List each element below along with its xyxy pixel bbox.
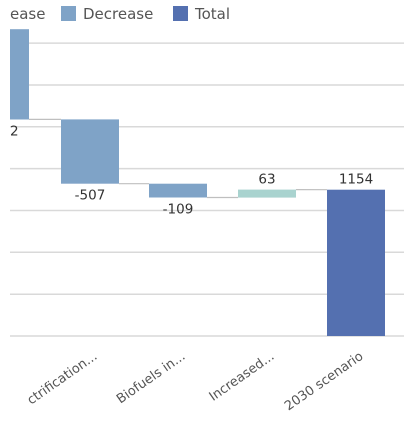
legend-swatch-decrease bbox=[61, 6, 76, 21]
chart-legend: ease Decrease Total bbox=[10, 5, 230, 23]
data-label: -507 bbox=[75, 188, 106, 204]
legend-label-increase: ease bbox=[10, 5, 45, 23]
connector-lines bbox=[29, 118, 328, 199]
data-label: -109 bbox=[163, 202, 194, 218]
data-label-partial: 2 bbox=[10, 123, 19, 139]
x-tick-label: Increased... bbox=[207, 349, 278, 405]
bar-3 bbox=[327, 189, 385, 336]
bar-0 bbox=[61, 119, 119, 184]
legend-swatch-total bbox=[173, 6, 188, 21]
bar-1 bbox=[149, 183, 207, 198]
x-tick-label: 2030 scenario bbox=[282, 349, 366, 414]
x-tick-label: ctrification... bbox=[25, 349, 101, 408]
data-label: 1154 bbox=[339, 172, 373, 188]
x-tick-label: Biofuels in... bbox=[114, 349, 188, 407]
legend-label-total: Total bbox=[194, 5, 230, 23]
legend-label-decrease: Decrease bbox=[83, 5, 153, 23]
data-label: 63 bbox=[258, 172, 275, 188]
data-labels: 2 -507 -109 63 1154 bbox=[10, 123, 373, 217]
bars bbox=[10, 29, 385, 336]
x-axis-tick-labels: ctrification... Biofuels in... Increased..… bbox=[25, 349, 367, 414]
bar-partial bbox=[10, 29, 29, 120]
bar-2 bbox=[238, 189, 296, 198]
